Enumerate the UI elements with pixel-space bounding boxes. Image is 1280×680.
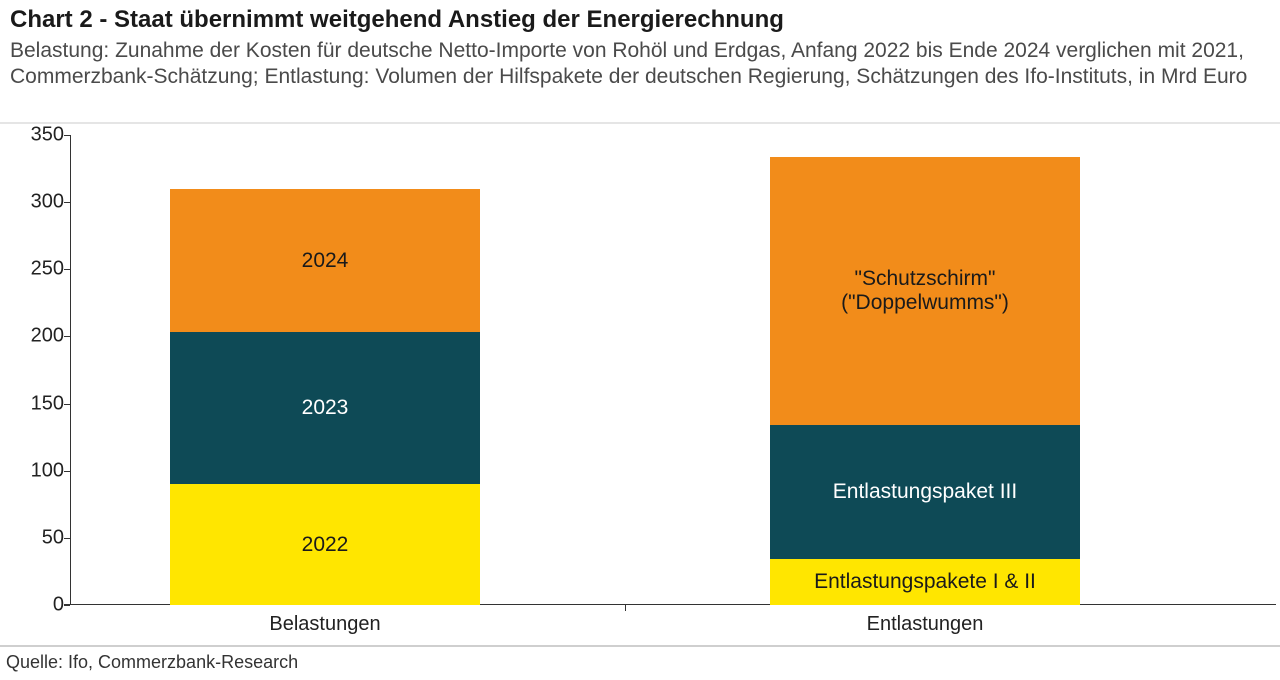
y-tick-mark bbox=[64, 471, 70, 472]
y-tick-mark bbox=[64, 538, 70, 539]
bar-entlastungen: Entlastungspakete I & II Entlastungspaket… bbox=[770, 157, 1080, 606]
y-tick-label: 100 bbox=[31, 459, 64, 482]
y-tick-label: 50 bbox=[42, 526, 64, 549]
bar-segment-label: "Schutzschirm"("Doppelwumms") bbox=[841, 267, 1009, 315]
bar-segment: 2022 bbox=[170, 484, 480, 605]
bar-segment-label: 2022 bbox=[302, 533, 349, 557]
y-tick-mark bbox=[64, 605, 70, 606]
y-axis bbox=[70, 135, 71, 605]
chart-plot-area: 050100150200250300350202220232024Belastu… bbox=[70, 135, 1276, 605]
chart-source: Quelle: Ifo, Commerzbank-Research bbox=[6, 652, 298, 673]
bar-segment-label: Entlastungspakete I & II bbox=[814, 570, 1036, 594]
y-tick-mark bbox=[64, 269, 70, 270]
x-category-label: Belastungen bbox=[269, 613, 380, 636]
bar-belastungen: 2022 2023 2024 bbox=[170, 189, 480, 605]
y-tick-mark bbox=[64, 202, 70, 203]
bar-segment: 2023 bbox=[170, 332, 480, 484]
x-tick-mark bbox=[625, 605, 626, 611]
bar-segment: Entlastungspaket III bbox=[770, 425, 1080, 559]
y-tick-label: 200 bbox=[31, 325, 64, 348]
y-tick-label: 0 bbox=[53, 594, 64, 617]
y-tick-label: 250 bbox=[31, 258, 64, 281]
x-category-label: Entlastungen bbox=[867, 613, 984, 636]
y-tick-label: 150 bbox=[31, 392, 64, 415]
chart-title: Chart 2 - Staat übernimmt weitgehend Ans… bbox=[10, 6, 784, 34]
chart-container: Chart 2 - Staat übernimmt weitgehend Ans… bbox=[0, 0, 1280, 680]
y-tick-label: 300 bbox=[31, 191, 64, 214]
divider-bottom bbox=[0, 645, 1280, 647]
chart-subtitle: Belastung: Zunahme der Kosten für deutsc… bbox=[10, 38, 1280, 91]
bar-segment: 2024 bbox=[170, 189, 480, 333]
bar-segment-label: 2024 bbox=[302, 249, 349, 273]
divider-top bbox=[0, 122, 1280, 124]
y-tick-mark bbox=[64, 336, 70, 337]
bar-segment-label: Entlastungspaket III bbox=[833, 480, 1017, 504]
y-tick-mark bbox=[64, 404, 70, 405]
bar-segment: "Schutzschirm"("Doppelwumms") bbox=[770, 157, 1080, 426]
bar-segment-label: 2023 bbox=[302, 396, 349, 420]
y-tick-mark bbox=[64, 135, 70, 136]
bar-segment: Entlastungspakete I & II bbox=[770, 559, 1080, 605]
y-tick-label: 350 bbox=[31, 124, 64, 147]
